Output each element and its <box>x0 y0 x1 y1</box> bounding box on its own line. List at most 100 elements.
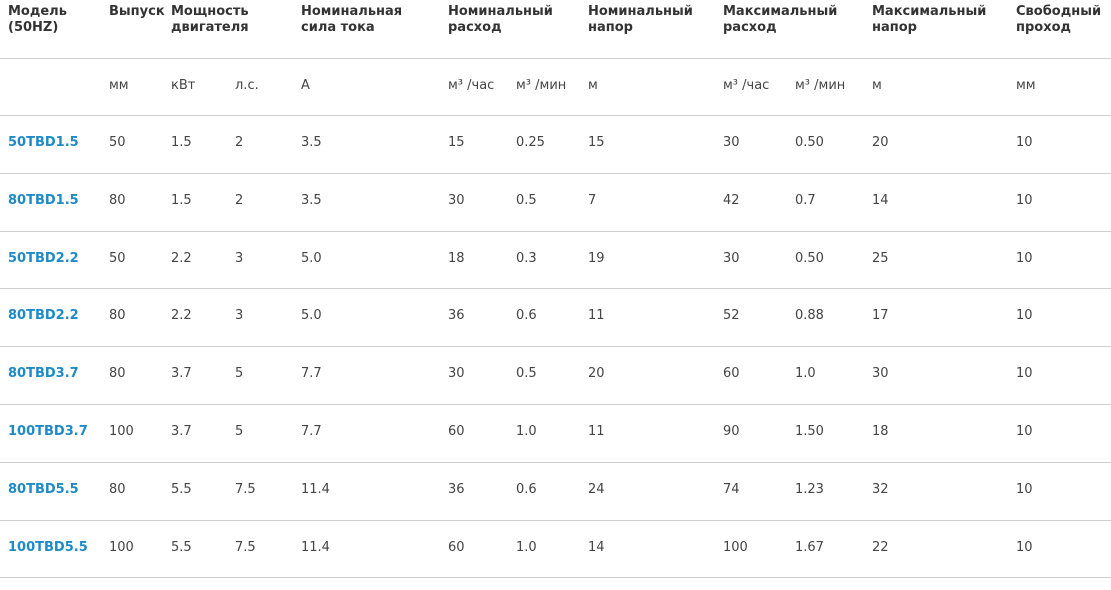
table-cell: 7.7 <box>301 424 322 439</box>
model-link[interactable]: 80TBD5.5 <box>8 481 79 497</box>
table-cell: 7.5 <box>235 481 256 497</box>
table-cell: 1.23 <box>795 481 824 497</box>
row-divider <box>0 520 1111 521</box>
table-cell: 2.2 <box>171 250 192 266</box>
unit-label: м <box>872 78 882 93</box>
row-divider <box>0 577 1111 578</box>
table-cell: 0.5 <box>516 192 537 208</box>
model-link[interactable]: 50TBD1.5 <box>8 135 79 150</box>
model-link[interactable]: 50TBD2.2 <box>8 250 79 266</box>
table-cell: 30 <box>448 192 465 208</box>
table-cell: 5.0 <box>301 308 322 324</box>
model-link[interactable]: 80TBD1.5 <box>8 192 79 208</box>
table-cell: 0.50 <box>795 250 824 266</box>
model-link[interactable]: 100TBD3.7 <box>8 424 88 439</box>
table-cell: 24 <box>588 481 605 497</box>
table-cell: 1.5 <box>171 192 192 208</box>
table-cell: 14 <box>872 192 889 208</box>
table-cell: 60 <box>448 424 465 439</box>
column-header: Свободный проход <box>1016 4 1102 35</box>
column-header: Номинальная сила тока <box>301 4 403 35</box>
table-cell: 10 <box>1016 135 1033 150</box>
table-cell: 80 <box>109 481 126 497</box>
table-cell: 0.88 <box>795 308 824 324</box>
column-header: Номинальный расход <box>448 4 553 35</box>
table-cell: 15 <box>588 135 605 150</box>
table-cell: 50 <box>109 135 126 150</box>
unit-label: л.с. <box>235 78 259 93</box>
unit-label: мм <box>1016 78 1036 93</box>
unit-label: м³ /час <box>448 78 495 93</box>
table-cell: 30 <box>723 250 740 266</box>
table-cell: 11.4 <box>301 539 330 555</box>
table-cell: 10 <box>1016 308 1033 324</box>
table-cell: 22 <box>872 539 889 555</box>
table-cell: 18 <box>872 424 889 439</box>
row-divider <box>0 173 1111 174</box>
table-cell: 32 <box>872 481 889 497</box>
model-link[interactable]: 80TBD3.7 <box>8 366 79 382</box>
table-cell: 1.0 <box>516 539 537 555</box>
model-link[interactable]: 100TBD5.5 <box>8 539 88 555</box>
table-cell: 74 <box>723 481 740 497</box>
table-cell: 20 <box>872 135 889 150</box>
table-cell: 100 <box>723 539 748 555</box>
table-cell: 20 <box>588 366 605 382</box>
table-cell: 3 <box>235 308 244 324</box>
table-cell: 0.7 <box>795 192 816 208</box>
table-cell: 10 <box>1016 424 1033 439</box>
row-divider <box>0 231 1111 232</box>
table-cell: 100 <box>109 424 134 439</box>
table-cell: 100 <box>109 539 134 555</box>
table-cell: 10 <box>1016 192 1033 208</box>
table-cell: 0.50 <box>795 135 824 150</box>
table-cell: 1.5 <box>171 135 192 150</box>
row-divider <box>0 404 1111 405</box>
table-cell: 7 <box>588 192 597 208</box>
column-header: Выпуск <box>109 4 165 19</box>
table-cell: 0.3 <box>516 250 537 266</box>
model-link[interactable]: 80TBD2.2 <box>8 308 79 324</box>
unit-label: м³ /мин <box>795 78 846 93</box>
table-cell: 11 <box>588 424 605 439</box>
table-cell: 17 <box>872 308 889 324</box>
table-cell: 30 <box>448 366 465 382</box>
table-cell: 11 <box>588 308 605 324</box>
column-header: Номинальный напор <box>588 4 693 35</box>
table-cell: 1.67 <box>795 539 824 555</box>
table-cell: 42 <box>723 192 740 208</box>
table-cell: 14 <box>588 539 605 555</box>
table-cell: 2.2 <box>171 308 192 324</box>
column-header: Модель (50HZ) <box>8 4 67 35</box>
table-cell: 10 <box>1016 539 1033 555</box>
table-cell: 36 <box>448 308 465 324</box>
unit-label: мм <box>109 78 129 93</box>
unit-label: м³ /час <box>723 78 770 93</box>
column-header: Максимальный напор <box>872 4 987 35</box>
table-cell: 3.7 <box>171 424 192 439</box>
table-cell: 25 <box>872 250 889 266</box>
table-cell: 5.5 <box>171 539 192 555</box>
table-cell: 30 <box>723 135 740 150</box>
table-cell: 3.5 <box>301 192 322 208</box>
table-cell: 2 <box>235 135 244 150</box>
row-divider <box>0 58 1111 59</box>
table-cell: 36 <box>448 481 465 497</box>
table-cell: 30 <box>872 366 889 382</box>
row-divider <box>0 462 1111 463</box>
unit-label: м <box>588 78 598 93</box>
table-cell: 80 <box>109 366 126 382</box>
table-cell: 7.5 <box>235 539 256 555</box>
table-cell: 0.6 <box>516 308 537 324</box>
table-cell: 18 <box>448 250 465 266</box>
table-cell: 3.5 <box>301 135 322 150</box>
table-cell: 80 <box>109 308 126 324</box>
unit-label: кВт <box>171 78 196 93</box>
table-cell: 3.7 <box>171 366 192 382</box>
table-cell: 5 <box>235 424 244 439</box>
table-cell: 7.7 <box>301 366 322 382</box>
table-cell: 11.4 <box>301 481 330 497</box>
table-cell: 60 <box>448 539 465 555</box>
table-cell: 19 <box>588 250 605 266</box>
